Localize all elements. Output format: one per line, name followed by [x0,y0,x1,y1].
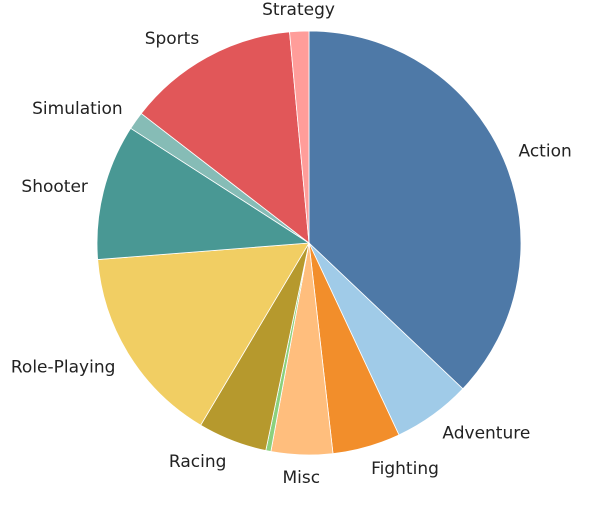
pie-label-role-playing: Role-Playing [11,358,116,378]
pie-slice-strategy [289,30,310,244]
pie-slice-sports [140,31,310,244]
pie-label-adventure: Adventure [442,424,530,444]
pie-label-action: Action [519,142,572,162]
pie-slice-action [308,30,522,390]
pie-label-strategy: Strategy [262,0,335,20]
pie-label-sports: Sports [145,29,200,49]
pie-slice-shooter [96,127,311,260]
pie-slice-role-playing [97,242,310,426]
pie-label-fighting: Fighting [371,459,439,479]
pie-label-simulation: Simulation [32,99,123,119]
pie-label-racing: Racing [169,452,227,472]
pie-label-misc: Misc [282,468,320,488]
pie-label-shooter: Shooter [21,177,87,197]
